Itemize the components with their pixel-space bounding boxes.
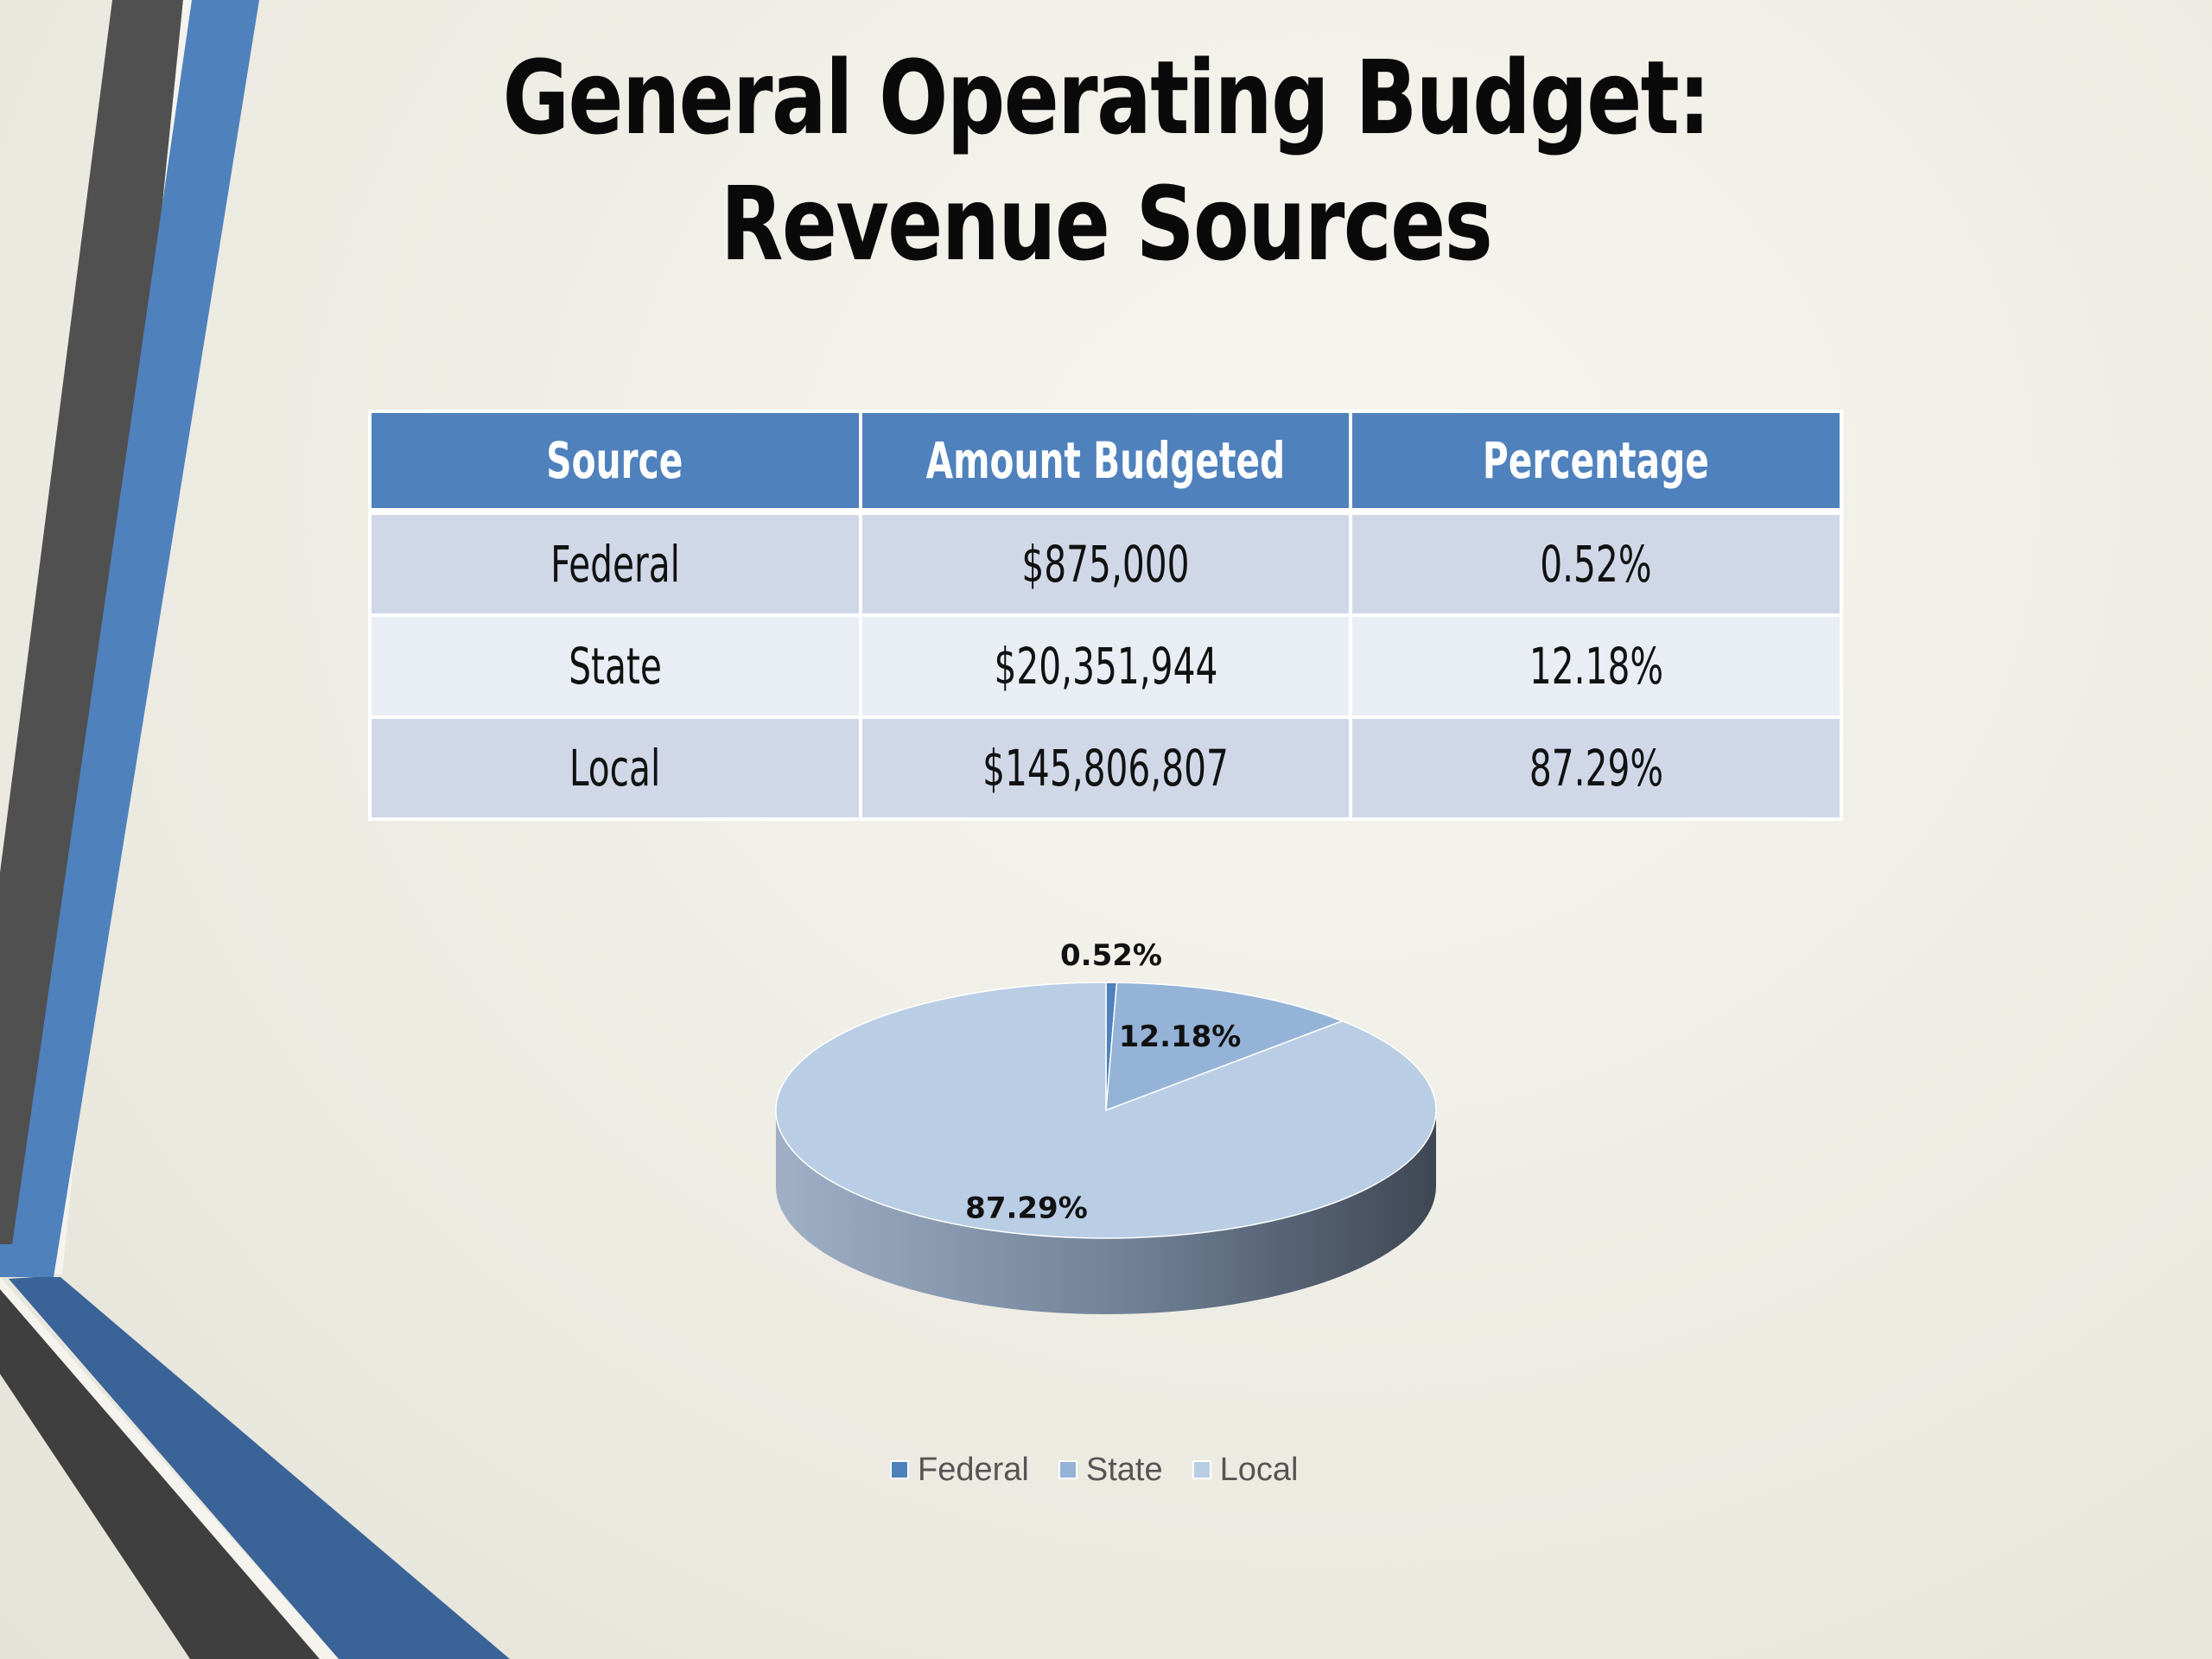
legend-item-local: Local <box>1192 1451 1299 1489</box>
pie-side-wall <box>776 1110 1436 1314</box>
dark-stripe-top <box>0 0 183 1274</box>
legend-swatch <box>1192 1460 1211 1479</box>
legend-swatch <box>1058 1460 1077 1479</box>
cell-amount: $145,806,807 <box>858 715 1353 821</box>
pie-top <box>775 982 1437 1239</box>
header-percentage: Percentage <box>1349 410 1843 515</box>
data-label-state: 12.18% <box>1119 1020 1242 1054</box>
cell-percentage: 87.29% <box>1349 715 1843 821</box>
pie-side <box>776 1110 1436 1314</box>
table-row: Federal $875,000 0.52% <box>368 510 1843 617</box>
chart-legend: Federal State Local <box>890 1448 1298 1491</box>
table-header-row: Source Amount Budgeted Percentage <box>368 410 1843 515</box>
cell-percentage: 12.18% <box>1349 613 1843 719</box>
blue-stripe-top <box>0 0 259 1277</box>
revenue-pie-chart: 0.52% 12.18% 87.29% <box>775 938 1437 1314</box>
pie-slice-local <box>775 982 1437 1239</box>
legend-label: Local <box>1219 1451 1299 1488</box>
header-source: Source <box>368 410 862 515</box>
title-line-2: Revenue Sources <box>720 164 1493 283</box>
legend-label: State <box>1085 1451 1163 1488</box>
cell-source: Local <box>368 715 862 821</box>
pie-slice-state <box>1105 982 1344 1112</box>
legend-label: Federal <box>918 1451 1029 1488</box>
blue-stripe-bottom <box>9 1277 510 1659</box>
title-line-1: General Operating Budget: <box>502 38 1711 157</box>
cell-percentage: 0.52% <box>1349 510 1843 617</box>
revenue-table: Source Amount Budgeted Percentage Federa… <box>368 410 1843 821</box>
table-row: State $20,351,944 12.18% <box>368 613 1843 719</box>
data-label-federal: 0.52% <box>1060 938 1162 973</box>
cream-gap-bottom <box>0 1277 339 1659</box>
pie-labels: 0.52% 12.18% 87.29% <box>965 938 1241 1226</box>
cell-amount: $20,351,944 <box>858 613 1353 719</box>
legend-item-state: State <box>1058 1452 1163 1489</box>
slide-title: General Operating Budget: Revenue Source… <box>498 35 1714 287</box>
cell-source: State <box>368 613 862 719</box>
table-row: Local $145,806,807 87.29% <box>368 715 1843 821</box>
legend-item-federal: Federal <box>890 1452 1029 1489</box>
cell-amount: $875,000 <box>858 510 1353 617</box>
cell-source: Federal <box>368 510 862 617</box>
legend-swatch <box>890 1460 909 1479</box>
header-amount: Amount Budgeted <box>858 410 1353 515</box>
data-label-local: 87.29% <box>965 1192 1088 1226</box>
